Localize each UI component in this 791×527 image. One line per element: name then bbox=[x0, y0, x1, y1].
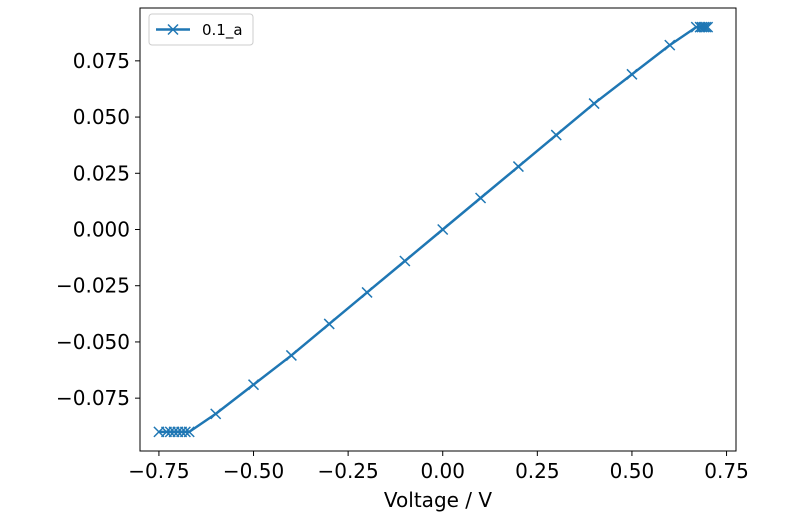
x-tick-label: 0.75 bbox=[704, 459, 749, 483]
x-axis: −0.75 −0.50 −0.25 0.00 0.25 0.50 0.75 bbox=[128, 451, 749, 483]
x-tick-label: 0.25 bbox=[515, 459, 560, 483]
legend-label: 0.1_a bbox=[202, 21, 243, 40]
x-tick-label: −0.75 bbox=[128, 459, 189, 483]
legend-box bbox=[148, 13, 254, 46]
data-point-marker bbox=[700, 21, 712, 33]
data-point-marker bbox=[179, 426, 191, 438]
plot-area bbox=[139, 7, 737, 452]
data-point-marker bbox=[588, 98, 600, 110]
data-point-marker bbox=[550, 129, 562, 141]
data-point-marker bbox=[323, 318, 335, 330]
y-tick-label: 0.000 bbox=[73, 218, 130, 242]
y-tick-label: 0.075 bbox=[73, 49, 130, 73]
y-tick-label: 0.025 bbox=[73, 161, 130, 185]
y-axis: −0.075 −0.050 −0.025 0.000 0.025 0.050 0.075 bbox=[56, 49, 140, 410]
y-tick-label: 0.050 bbox=[73, 105, 130, 129]
legend: 0.1_a bbox=[148, 13, 254, 46]
y-tick-label: −0.075 bbox=[56, 386, 130, 410]
x-tick-label: −0.25 bbox=[317, 459, 378, 483]
x-tick-label: 0.50 bbox=[610, 459, 655, 483]
legend-marker bbox=[167, 23, 179, 36]
data-point-marker bbox=[210, 408, 222, 420]
data-point-marker bbox=[475, 192, 487, 204]
data-point-marker bbox=[698, 21, 710, 33]
y-tick-label: −0.050 bbox=[56, 330, 130, 354]
x-tick-label: −0.50 bbox=[223, 459, 284, 483]
data-point-marker bbox=[183, 426, 195, 438]
x-tick-label: 0.00 bbox=[420, 459, 465, 483]
data-point-marker bbox=[512, 161, 524, 173]
data-point-marker bbox=[626, 68, 638, 80]
x-axis-label: Voltage / V bbox=[384, 488, 492, 512]
data-point-marker bbox=[399, 255, 411, 267]
data-point-marker bbox=[285, 349, 297, 361]
data-point-marker bbox=[247, 379, 260, 391]
y-tick-label: −0.025 bbox=[56, 274, 130, 298]
data-point-marker bbox=[437, 223, 449, 236]
series-layer bbox=[153, 21, 714, 438]
data-point-marker bbox=[361, 286, 373, 298]
data-point-marker bbox=[702, 21, 714, 33]
data-point-marker bbox=[664, 39, 676, 51]
